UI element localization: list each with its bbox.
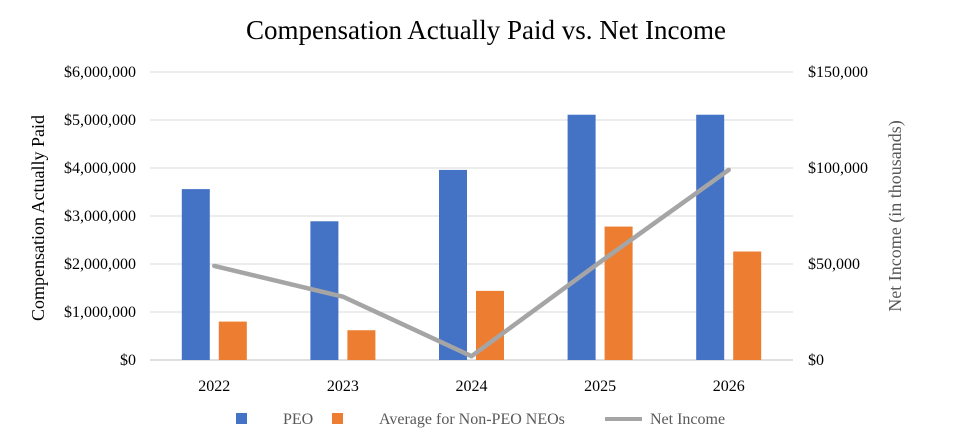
right-axis-title: Net Income (in thousands) [885, 120, 906, 311]
left-tick-label: $6,000,000 [64, 64, 136, 81]
line-series [212, 167, 731, 359]
x-axis-ticks: 2022 2023 2024 2025 2026 [198, 378, 744, 395]
left-tick-label: $2,000,000 [64, 256, 136, 273]
legend: PEO Average for Non-PEO NEOs Net Income [236, 411, 725, 428]
left-tick-label: $5,000,000 [64, 112, 136, 129]
legend-label-net-income: Net Income [650, 411, 725, 428]
left-tick-label: $3,000,000 [64, 208, 136, 225]
left-tick-label: $1,000,000 [64, 304, 136, 321]
legend-label-peo: PEO [283, 411, 313, 428]
bar-peo-2025 [567, 114, 596, 360]
gridlines [150, 71, 793, 361]
x-tick-label: 2026 [713, 378, 745, 395]
bars [181, 114, 762, 360]
legend-label-non-peo: Average for Non-PEO NEOs [379, 411, 565, 428]
bar-average-for-non-peo-neos-2026 [733, 251, 762, 360]
x-tick-label: 2025 [584, 378, 616, 395]
x-tick-label: 2023 [327, 378, 359, 395]
bar-peo-2022 [181, 189, 210, 360]
bar-peo-2024 [439, 169, 467, 360]
right-tick-label: $100,000 [808, 160, 868, 177]
right-tick-label: $150,000 [808, 64, 868, 81]
right-tick-label: $0 [808, 352, 824, 369]
x-tick-label: 2024 [456, 378, 488, 395]
legend-swatch-peo [236, 413, 247, 424]
bar-average-for-non-peo-neos-2022 [218, 321, 247, 360]
left-tick-label: $0 [120, 352, 136, 369]
right-tick-label: $50,000 [808, 256, 860, 273]
left-tick-label: $4,000,000 [64, 160, 136, 177]
bar-peo-2026 [696, 114, 725, 360]
legend-swatch-non-peo [332, 413, 343, 424]
x-tick-label: 2022 [198, 378, 230, 395]
bar-average-for-non-peo-neos-2023 [347, 330, 376, 360]
right-axis-ticks: $0 $50,000 $100,000 $150,000 [808, 64, 868, 369]
line-net-income [212, 167, 731, 359]
left-axis-ticks: $0 $1,000,000 $2,000,000 $3,000,000 $4,000,0… [64, 64, 136, 369]
chart-title: Compensation Actually Paid vs. Net Incom… [246, 15, 726, 45]
left-axis-title: Compensation Actually Paid [28, 115, 48, 321]
